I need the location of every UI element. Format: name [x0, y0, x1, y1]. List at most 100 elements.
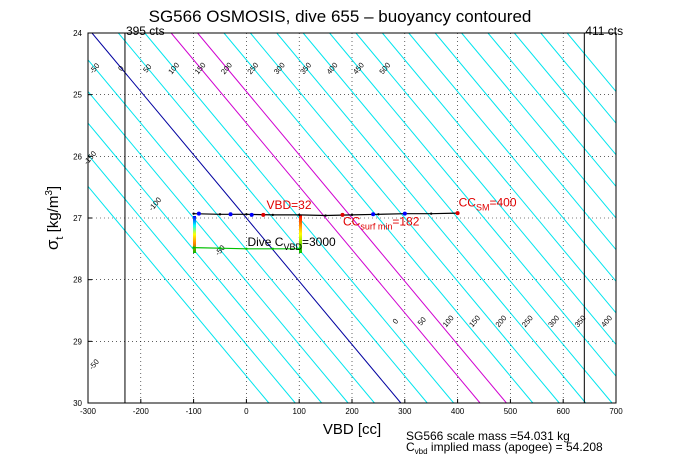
contour-line: [88, 153, 296, 403]
contour-line: [223, 33, 534, 403]
contour-line: [249, 33, 560, 403]
annotation-value: =3000: [302, 235, 336, 249]
series-point: [377, 213, 380, 216]
series-point: [218, 247, 222, 250]
x-tick-label: -200: [133, 407, 150, 416]
footer-scale-mass: SG566 scale mass =54.031 kg: [406, 429, 570, 443]
contour-line: [487, 33, 616, 188]
x-tick-label: 200: [345, 407, 359, 416]
series-point: [218, 213, 222, 216]
annotation-main: CC: [459, 195, 477, 209]
chart-title: SG566 OSMOSIS, dive 655 – buoyancy conto…: [149, 7, 532, 26]
x-tick-label: 700: [609, 407, 623, 416]
data-series: [192, 211, 459, 251]
annotation-main: VBD: [266, 198, 291, 212]
series-point: [298, 247, 301, 251]
y-axis-unit-sup: 3: [44, 190, 55, 196]
annotation: CCsurf min=182: [343, 214, 420, 231]
data-marker: [249, 212, 254, 217]
x-tick-label: 600: [557, 407, 571, 416]
series-point: [245, 213, 248, 216]
data-marker: [340, 212, 345, 217]
data-marker: [228, 212, 233, 217]
series-point: [192, 246, 195, 249]
contour-line: [170, 33, 481, 403]
footer-implied-rest: implied mass (apogee) = 54.208: [428, 440, 603, 454]
count-limit-lines: 395 cts 411 cts: [124, 24, 623, 403]
contour-label-text: 0: [116, 64, 126, 73]
x-tick-label: 300: [398, 407, 412, 416]
series-point: [324, 214, 327, 217]
data-markers: [196, 211, 460, 217]
annotation: VBD=32: [266, 198, 311, 212]
y-axis-sub: t: [54, 237, 66, 240]
footer-cvbd-sub: vbd: [415, 447, 428, 454]
x-tick-label: 0: [244, 407, 249, 416]
count-line-label: 411 cts: [585, 24, 623, 38]
contour-line: [302, 33, 613, 403]
y-tick-label: 24: [73, 29, 82, 38]
series-point: [298, 213, 301, 217]
contour-line: [408, 33, 616, 283]
contour-line: [540, 33, 616, 124]
annotation-value: =400: [489, 195, 516, 209]
annotation-sub: VBD: [283, 242, 302, 252]
annotation-main: Dive C: [247, 235, 283, 249]
annotation-value: =32: [291, 198, 312, 212]
count-line-label: 395 cts: [126, 24, 165, 38]
y-tick-label: 30: [73, 399, 82, 408]
series-point: [430, 212, 433, 215]
series-point: [350, 213, 354, 217]
contour-line: [329, 33, 616, 377]
data-marker: [402, 211, 407, 216]
contour-line: [513, 33, 616, 156]
y-tick-label: 25: [73, 91, 82, 100]
rainbow-descent-segment: [193, 215, 302, 253]
contour-line: [461, 33, 616, 219]
series-point: [271, 213, 274, 217]
x-tick-label: 100: [293, 407, 307, 416]
contour-line: [381, 33, 616, 314]
contour-line: [88, 122, 323, 403]
x-tick-label: 400: [451, 407, 465, 416]
annotation-sub: SM: [476, 202, 490, 212]
y-axis-unit-end: ]: [45, 186, 62, 190]
x-axis-label: VBD [cc]: [323, 421, 381, 438]
data-marker: [196, 211, 201, 216]
contour-line: [117, 33, 428, 403]
y-tick-label: 28: [73, 276, 82, 285]
y-tick-label: 29: [73, 337, 82, 346]
y-axis-symbol: σ: [43, 239, 62, 250]
contour-line: [91, 33, 402, 403]
contour-line: [355, 33, 616, 346]
rainbow-bar-left: [193, 216, 196, 253]
contour-line: [88, 59, 375, 403]
series-point: [245, 247, 248, 251]
annotation-value: =182: [392, 214, 419, 228]
rainbow-bar-mid: [299, 215, 302, 253]
contour-line: [197, 33, 507, 403]
x-tick-label: 500: [504, 407, 518, 416]
contour-line: [434, 33, 616, 251]
y-axis-unit: [kg/m: [45, 196, 62, 237]
data-marker: [261, 212, 266, 217]
data-marker: [455, 211, 460, 216]
annotation: CCSM=400: [459, 195, 517, 212]
annotation-sub: surf min: [360, 221, 392, 231]
y-axis-label: σt [kg/m3]: [43, 186, 66, 250]
data-marker: [371, 212, 376, 217]
footer-cvbd-main: C: [406, 440, 415, 454]
contour-line: [88, 185, 270, 403]
y-tick-label: 27: [73, 214, 82, 223]
y-ticks: 24 25 26 27 28 29 30: [73, 29, 92, 408]
x-tick-label: -100: [186, 407, 203, 416]
footer-implied-mass: Cvbd implied mass (apogee) = 54.208: [406, 440, 603, 454]
annotation-main: CC: [343, 214, 361, 228]
x-tick-label: -300: [80, 407, 97, 416]
contour-line: [276, 33, 587, 403]
contour-label-text: 0: [391, 317, 401, 326]
series-point: [271, 247, 274, 251]
series-point: [192, 212, 195, 215]
